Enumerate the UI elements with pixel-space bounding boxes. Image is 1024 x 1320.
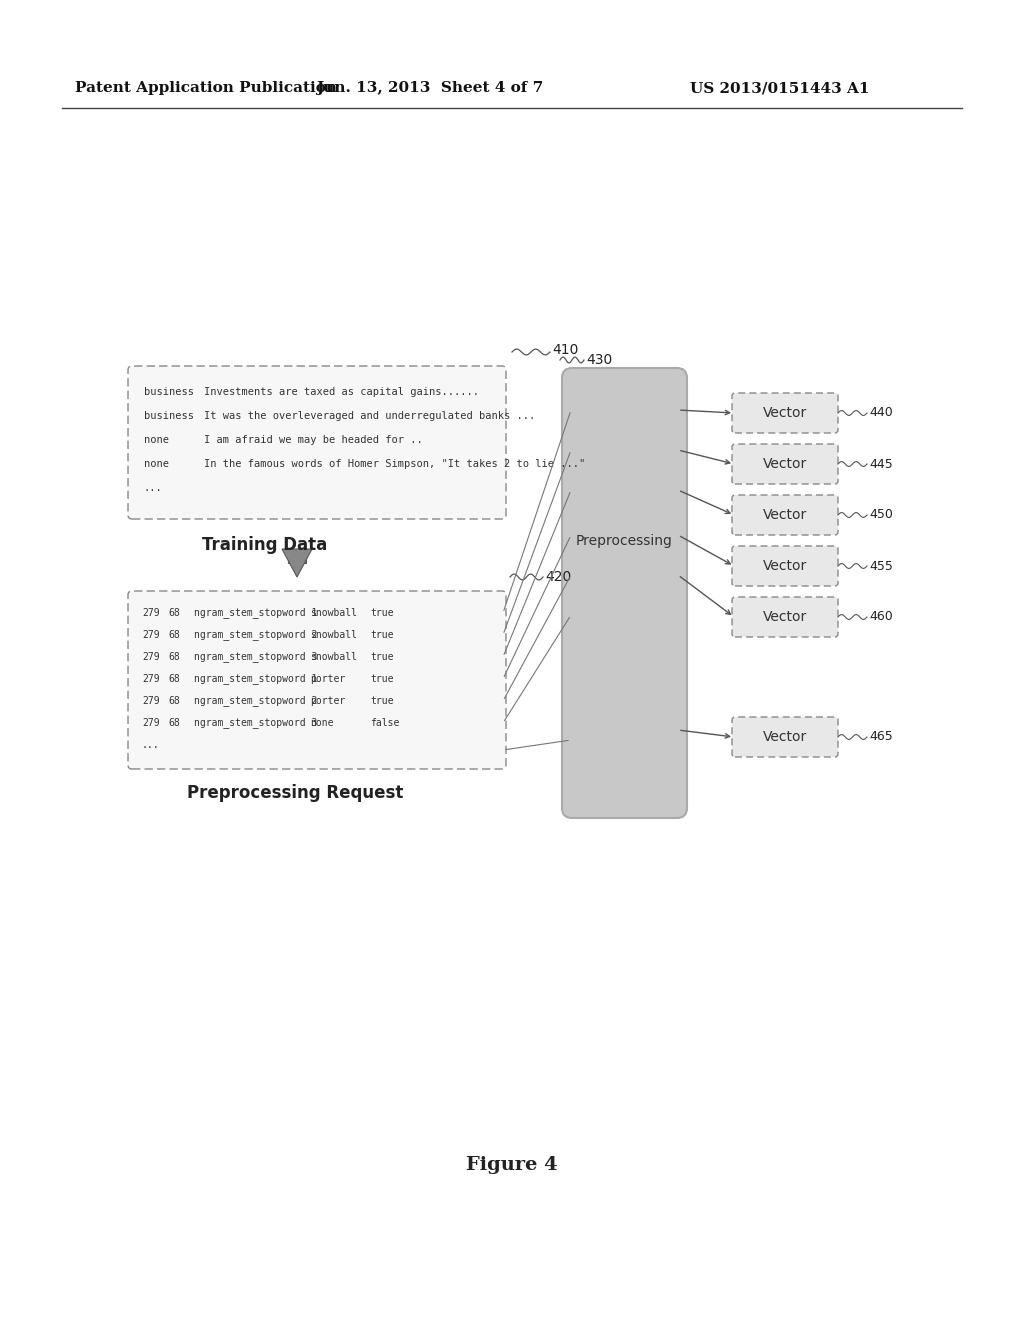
Text: false: false <box>370 718 399 729</box>
Text: Training Data: Training Data <box>202 536 328 554</box>
FancyBboxPatch shape <box>732 495 838 535</box>
FancyBboxPatch shape <box>732 597 838 638</box>
Text: Patent Application Publication: Patent Application Publication <box>75 81 337 95</box>
Text: 279: 279 <box>142 630 160 640</box>
Text: true: true <box>370 630 393 640</box>
Text: Vector: Vector <box>763 610 807 624</box>
FancyBboxPatch shape <box>732 546 838 586</box>
Text: none: none <box>144 436 169 445</box>
Text: Preprocessing: Preprocessing <box>577 535 673 548</box>
Text: porter: porter <box>310 696 345 706</box>
Text: ngram_stem_stopword 2: ngram_stem_stopword 2 <box>194 696 317 706</box>
Text: It was the overleveraged and underregulated banks ...: It was the overleveraged and underregula… <box>204 411 536 421</box>
Text: 445: 445 <box>869 458 893 470</box>
Text: 68: 68 <box>168 718 180 729</box>
Text: ...: ... <box>144 483 163 492</box>
Text: Investments are taxed as capital gains......: Investments are taxed as capital gains..… <box>204 387 479 397</box>
Text: 279: 279 <box>142 675 160 684</box>
Text: ngram_stem_stopword 3: ngram_stem_stopword 3 <box>194 718 317 729</box>
FancyBboxPatch shape <box>128 366 506 519</box>
Text: none: none <box>144 459 169 469</box>
Text: ngram_stem_stopword 3: ngram_stem_stopword 3 <box>194 652 317 663</box>
Polygon shape <box>282 549 312 577</box>
Text: Vector: Vector <box>763 508 807 521</box>
Text: Vector: Vector <box>763 407 807 420</box>
Polygon shape <box>288 549 306 564</box>
Text: 68: 68 <box>168 652 180 663</box>
Text: I am afraid we may be headed for ..: I am afraid we may be headed for .. <box>204 436 423 445</box>
Text: Figure 4: Figure 4 <box>466 1156 558 1173</box>
Text: business: business <box>144 387 194 397</box>
FancyBboxPatch shape <box>732 444 838 484</box>
Text: 440: 440 <box>869 407 893 420</box>
FancyBboxPatch shape <box>562 368 687 818</box>
Text: ngram_stem_stopword 2: ngram_stem_stopword 2 <box>194 630 317 640</box>
Text: 279: 279 <box>142 652 160 663</box>
Text: Vector: Vector <box>763 457 807 471</box>
FancyBboxPatch shape <box>732 393 838 433</box>
Text: 455: 455 <box>869 560 893 573</box>
Text: 420: 420 <box>545 570 571 583</box>
Text: true: true <box>370 609 393 618</box>
Text: true: true <box>370 696 393 706</box>
Text: 279: 279 <box>142 696 160 706</box>
Text: 465: 465 <box>869 730 893 743</box>
Text: 410: 410 <box>552 343 579 356</box>
Text: 68: 68 <box>168 609 180 618</box>
Text: snowball: snowball <box>310 609 357 618</box>
Text: snowball: snowball <box>310 630 357 640</box>
Text: Vector: Vector <box>763 730 807 744</box>
Text: business: business <box>144 411 194 421</box>
Text: Jun. 13, 2013  Sheet 4 of 7: Jun. 13, 2013 Sheet 4 of 7 <box>316 81 544 95</box>
Text: 68: 68 <box>168 630 180 640</box>
Text: 430: 430 <box>586 352 612 367</box>
FancyBboxPatch shape <box>732 717 838 756</box>
Text: 68: 68 <box>168 696 180 706</box>
Text: ...: ... <box>142 741 160 750</box>
Text: snowball: snowball <box>310 652 357 663</box>
Text: none: none <box>310 718 334 729</box>
Text: true: true <box>370 675 393 684</box>
Text: 460: 460 <box>869 610 893 623</box>
Text: 68: 68 <box>168 675 180 684</box>
Text: Vector: Vector <box>763 558 807 573</box>
Text: Preprocessing Request: Preprocessing Request <box>187 784 403 803</box>
Text: In the famous words of Homer Simpson, "It takes 2 to lie ...": In the famous words of Homer Simpson, "I… <box>204 459 586 469</box>
Text: ngram_stem_stopword 1: ngram_stem_stopword 1 <box>194 607 317 619</box>
Text: 279: 279 <box>142 609 160 618</box>
Text: true: true <box>370 652 393 663</box>
Text: 450: 450 <box>869 508 893 521</box>
Text: ngram_stem_stopword 1: ngram_stem_stopword 1 <box>194 673 317 685</box>
Text: US 2013/0151443 A1: US 2013/0151443 A1 <box>690 81 870 95</box>
Text: porter: porter <box>310 675 345 684</box>
Text: 279: 279 <box>142 718 160 729</box>
FancyBboxPatch shape <box>128 591 506 770</box>
